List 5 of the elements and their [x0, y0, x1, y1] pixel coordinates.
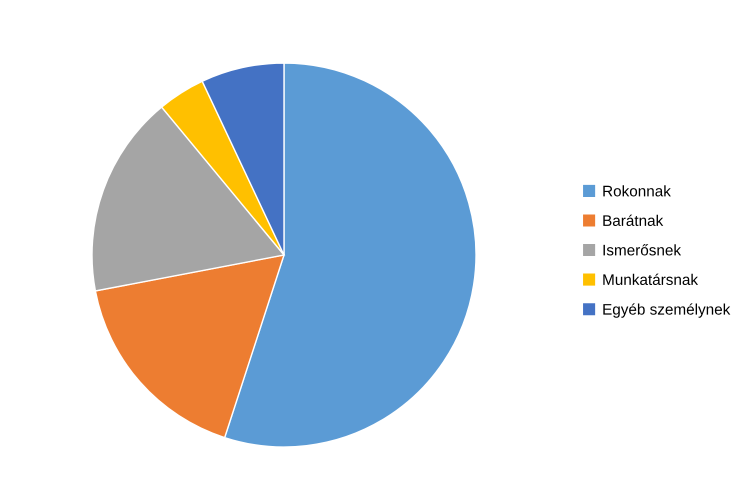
- legend-label: Egyéb személynek: [603, 303, 730, 318]
- legend-label: Munkatársnak: [603, 274, 698, 286]
- legend-label: Ismerősnek: [603, 244, 682, 256]
- legend-label: Rokonnak: [603, 185, 671, 196]
- legend-label: Barátnak: [603, 214, 664, 226]
